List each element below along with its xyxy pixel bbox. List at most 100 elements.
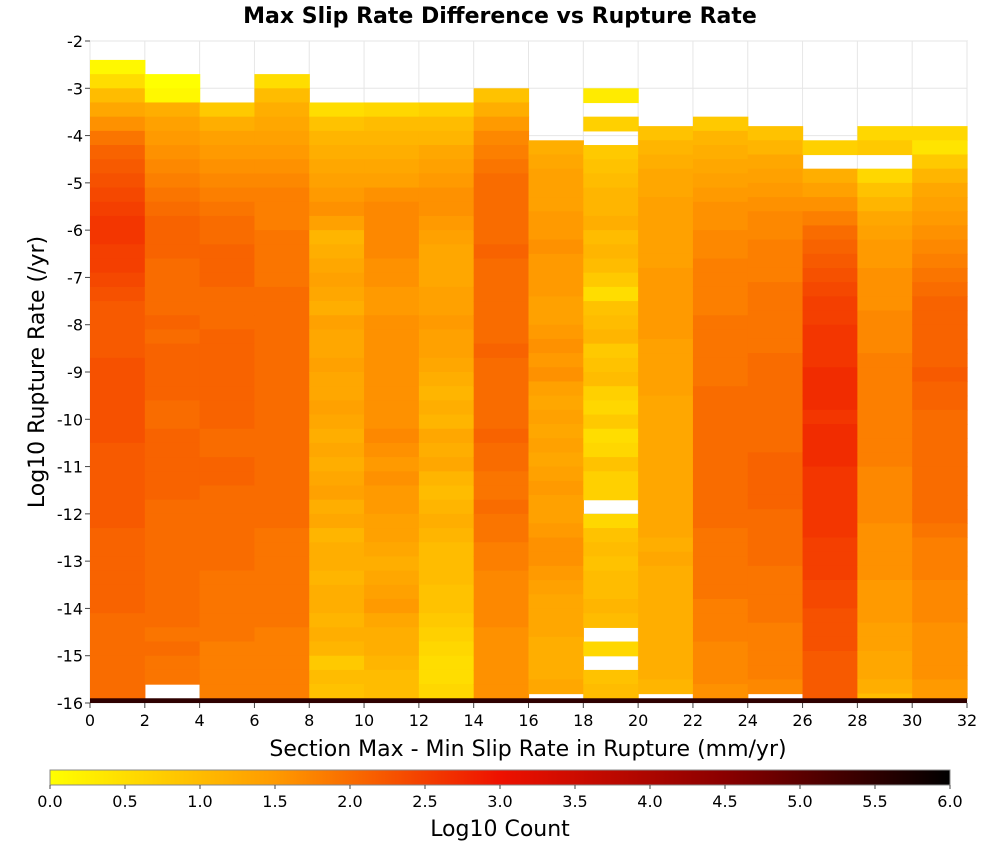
heatmap-cell [364, 499, 420, 515]
heatmap-cell [418, 116, 475, 132]
heatmap-cell [90, 684, 146, 699]
heatmap-cell [912, 353, 968, 368]
colorbar-tick-label: 2.5 [412, 792, 437, 811]
heatmap-cell [144, 386, 201, 401]
heatmap-cell [199, 215, 256, 231]
heatmap-cell [199, 655, 256, 671]
heatmap-cell [90, 130, 146, 146]
colorbar [49, 769, 951, 786]
heatmap-cell [309, 485, 365, 501]
heatmap-cell [802, 480, 858, 496]
heatmap-cell [528, 267, 584, 283]
heatmap-cell [254, 173, 310, 189]
heatmap-cell [912, 211, 968, 227]
heatmap-cell [254, 258, 310, 274]
heatmap-cell [309, 329, 365, 345]
heatmap-cell [90, 329, 146, 345]
heatmap-cell [199, 372, 256, 387]
heatmap-cell [473, 372, 530, 387]
heatmap-cell [418, 286, 475, 302]
heatmap-cell [144, 130, 201, 146]
heatmap-cell [144, 187, 201, 203]
heatmap-cell [473, 230, 530, 245]
heatmap-cell [692, 556, 749, 572]
colorbar-tick-label: 0.5 [112, 792, 137, 811]
heatmap-cell [583, 343, 639, 359]
heatmap-cell [857, 636, 913, 652]
heatmap-cell [144, 230, 201, 245]
heatmap-cell [747, 225, 804, 241]
heatmap-cell [583, 145, 639, 160]
heatmap-cell [802, 338, 858, 354]
y-tick-label: -10 [57, 410, 83, 429]
heatmap-cell [418, 315, 475, 331]
heatmap-cell [254, 457, 310, 472]
heatmap-cell [692, 598, 749, 614]
heatmap-cell [857, 310, 913, 326]
heatmap-cell [364, 159, 420, 174]
heatmap-cell [364, 528, 420, 543]
heatmap-cell [583, 329, 639, 345]
heatmap-cell [364, 286, 420, 302]
heatmap-cell [912, 409, 968, 425]
heatmap-cell [747, 438, 804, 453]
heatmap-cell [692, 130, 749, 146]
heatmap-cell [528, 466, 584, 482]
heatmap-cell [912, 551, 968, 567]
heatmap-cell [364, 116, 420, 132]
heatmap-cell [583, 372, 639, 387]
heatmap-cell [418, 655, 475, 671]
heatmap-cell [583, 457, 639, 472]
heatmap-cell [857, 367, 913, 383]
heatmap-cell [857, 438, 913, 453]
heatmap-cell [473, 400, 530, 416]
heatmap-cell [418, 372, 475, 387]
heatmap-cell [309, 187, 365, 203]
heatmap-cell [692, 442, 749, 458]
heatmap-cell [802, 679, 858, 695]
heatmap-cell [583, 386, 639, 401]
heatmap-cell [309, 286, 365, 302]
heatmap-cell [528, 679, 584, 695]
heatmap-cell [473, 145, 530, 160]
heatmap-cell [364, 215, 420, 231]
heatmap-cell [638, 409, 694, 425]
heatmap-cell [802, 509, 858, 524]
heatmap-cell [692, 428, 749, 444]
heatmap-cell [802, 636, 858, 652]
heatmap-cell [473, 102, 530, 118]
heatmap-cell [473, 669, 530, 685]
heatmap-cell [583, 513, 639, 529]
heatmap-cell [473, 499, 530, 515]
colorbar-tick-label: 4.0 [637, 792, 662, 811]
heatmap-cell [473, 201, 530, 217]
heatmap-cell [473, 584, 530, 600]
y-tick-label: -8 [67, 316, 83, 335]
heatmap-cell [912, 154, 968, 170]
colorbar-tick-label: 1.0 [187, 792, 212, 811]
heatmap-cell [912, 537, 968, 553]
heatmap-cell [309, 102, 365, 118]
heatmap-cell [857, 494, 913, 510]
heatmap-cell [254, 145, 310, 160]
heatmap-cell [583, 244, 639, 260]
heatmap-cell [528, 381, 584, 397]
heatmap-cell [90, 442, 146, 458]
heatmap-cell [638, 537, 694, 553]
heatmap-cell [418, 598, 475, 614]
heatmap-cell [364, 457, 420, 472]
heatmap-cell [144, 357, 201, 373]
heatmap-cell [309, 669, 365, 685]
heatmap-cell [309, 598, 365, 614]
heatmap-cell [90, 584, 146, 600]
heatmap-cell [254, 102, 310, 118]
heatmap-cell [254, 230, 310, 245]
heatmap-cell [747, 509, 804, 524]
heatmap-cell [692, 641, 749, 657]
heatmap-cell [638, 239, 694, 255]
heatmap-cell [90, 116, 146, 132]
heatmap-cell [638, 594, 694, 610]
heatmap-cell [144, 145, 201, 160]
heatmap-cell [199, 116, 256, 132]
heatmap-cell [583, 301, 639, 316]
